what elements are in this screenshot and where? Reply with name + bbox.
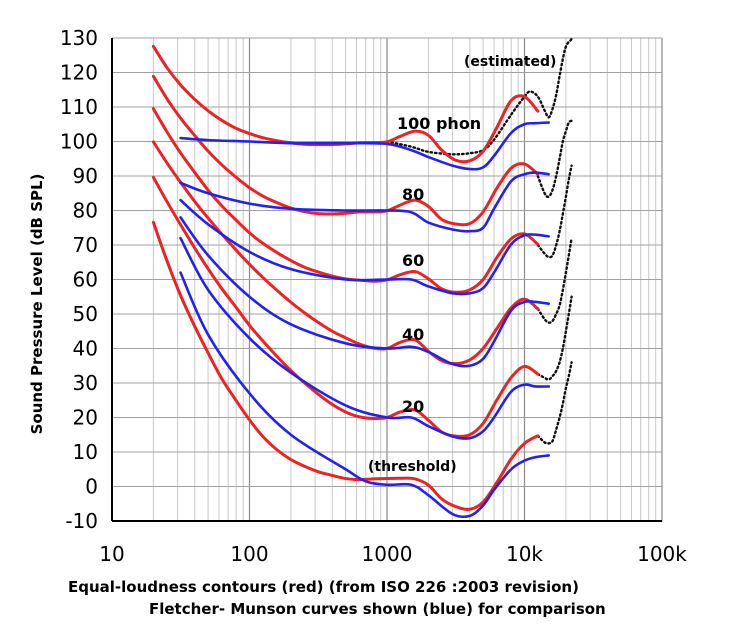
iso226-contour-red: [151, 175, 540, 438]
x-tick-label: 100k: [637, 542, 687, 566]
y-tick-label: 60: [73, 268, 98, 292]
y-tick-label: 120: [60, 61, 98, 85]
estimated-contour-dotted: [536, 361, 573, 445]
y-tick-label: 100: [60, 130, 98, 154]
fletcher-munson-curve-blue: [179, 121, 551, 171]
y-tick-label: 110: [60, 95, 98, 119]
x-tick-label: 10k: [506, 542, 543, 566]
y-tick-label: 80: [73, 199, 98, 223]
x-axis-title-line1: Equal-loudness contours (red) (from ISO …: [68, 578, 579, 596]
annotation-20: 20: [402, 397, 424, 416]
y-axis-title: Sound Pressure Level (dB SPL): [28, 174, 46, 435]
x-tick-label: 10: [99, 542, 124, 566]
fletcher-munson-curve-blue: [179, 271, 551, 519]
y-tick-label: 20: [73, 406, 98, 430]
estimated-contour-dotted: [536, 236, 573, 324]
estimated-contour-dotted: [536, 119, 573, 199]
x-tick-label: 1000: [362, 542, 413, 566]
annotation-estimated: (estimated): [464, 54, 556, 70]
fletcher-munson-curve-blue: [179, 198, 551, 296]
y-tick-label: 10: [73, 440, 98, 464]
iso226-contour-red: [151, 140, 540, 366]
y-tick-label: 70: [73, 233, 98, 257]
annotation-100-phon: 100 phon: [397, 114, 481, 133]
y-tick-label: 0: [85, 475, 98, 499]
estimated-contour-dotted: [536, 295, 573, 381]
fletcher-munson-curve-blue: [179, 236, 551, 440]
curves: [151, 36, 574, 519]
annotations: (estimated) 100 phon 80 60 40 20 (thresh…: [368, 54, 556, 475]
y-tick-label: 90: [73, 164, 98, 188]
iso226-contour-red: [151, 220, 540, 511]
x-axis-title-line2: Fletcher- Munson curves shown (blue) for…: [149, 600, 606, 618]
y-tick-label: 40: [73, 337, 98, 361]
y-tick-label: -10: [65, 509, 98, 533]
y-tick-label: 30: [73, 371, 98, 395]
annotation-60: 60: [402, 251, 424, 270]
grid: [111, 37, 663, 522]
estimated-contour-dotted: [385, 36, 574, 156]
y-tick-label: 50: [73, 302, 98, 326]
annotation-threshold: (threshold): [368, 459, 457, 475]
annotation-40: 40: [402, 325, 424, 344]
axes: [111, 38, 662, 522]
fletcher-munson-curve-blue: [179, 216, 551, 368]
iso226-contour-red: [151, 74, 540, 227]
estimated-contour-dotted: [536, 164, 573, 259]
annotation-80: 80: [402, 185, 424, 204]
fletcher-munson-curve-blue: [179, 171, 551, 233]
x-tick-label: 100: [230, 542, 268, 566]
y-tick-label: 130: [60, 26, 98, 50]
